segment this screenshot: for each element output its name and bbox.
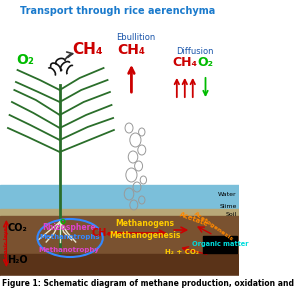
Text: Figure 1: Schematic diagram of methane production, oxidation and: Figure 1: Schematic diagram of methane p… bbox=[2, 278, 294, 287]
Text: Diffusion: Diffusion bbox=[176, 48, 214, 57]
Bar bbox=[0, 276, 239, 290]
Text: Acetogenesis: Acetogenesis bbox=[193, 211, 234, 242]
Text: O: O bbox=[59, 219, 65, 225]
Text: H₂ + CO₂: H₂ + CO₂ bbox=[165, 249, 199, 255]
Text: Slime: Slime bbox=[219, 204, 237, 209]
Bar bbox=[0, 254, 239, 276]
Text: Anoxic layer: Anoxic layer bbox=[4, 225, 9, 261]
Text: Water: Water bbox=[218, 193, 237, 197]
Text: O₂: O₂ bbox=[197, 55, 214, 68]
Bar bbox=[0, 209, 239, 217]
Text: Methanotrophs: Methanotrophs bbox=[39, 234, 100, 240]
Text: Acetate: Acetate bbox=[178, 211, 209, 227]
Text: Rhizosphere: Rhizosphere bbox=[43, 222, 96, 231]
Text: H₂O: H₂O bbox=[7, 255, 28, 265]
Text: CH₄: CH₄ bbox=[72, 43, 103, 57]
Text: Methanogenesis: Methanogenesis bbox=[109, 231, 181, 240]
FancyBboxPatch shape bbox=[203, 235, 237, 253]
Text: Transport through rice aerenchyma: Transport through rice aerenchyma bbox=[20, 6, 215, 16]
Text: CH₄: CH₄ bbox=[172, 55, 197, 68]
Text: Methanogens: Methanogens bbox=[116, 218, 175, 227]
Text: Methanotrophy: Methanotrophy bbox=[39, 247, 100, 253]
Bar bbox=[0, 185, 239, 210]
Text: Ebullition: Ebullition bbox=[116, 34, 155, 43]
Text: O₂: O₂ bbox=[16, 53, 34, 67]
Bar bbox=[0, 216, 239, 276]
Text: CH₄: CH₄ bbox=[91, 228, 111, 238]
Text: CH₄: CH₄ bbox=[117, 43, 146, 57]
Bar bbox=[0, 0, 239, 190]
Text: Soil: Soil bbox=[225, 213, 237, 218]
Text: Organic matter: Organic matter bbox=[192, 241, 248, 247]
Text: CO₂: CO₂ bbox=[8, 223, 27, 233]
